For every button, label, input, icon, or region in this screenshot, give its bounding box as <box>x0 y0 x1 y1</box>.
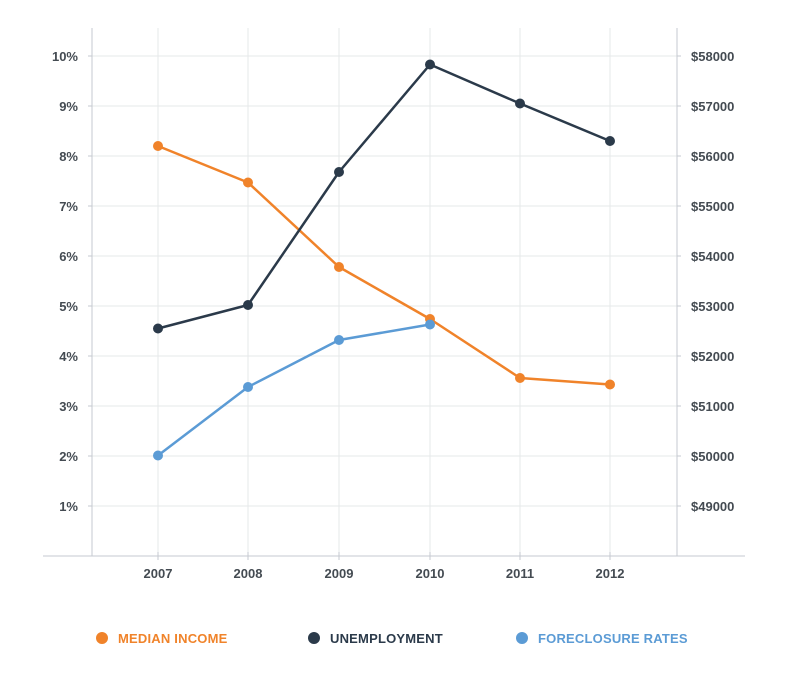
grid-lines <box>92 28 677 556</box>
data-point-median-income <box>605 379 615 390</box>
legend-marker-foreclosure-rates <box>516 632 528 644</box>
data-point-unemployment <box>334 167 344 177</box>
data-point-median-income <box>515 373 525 383</box>
data-point-foreclosure-rates <box>243 382 253 392</box>
left-tick-label: 4% <box>59 349 78 364</box>
series-points <box>153 59 615 461</box>
data-point-unemployment <box>153 323 163 334</box>
series-line-median-income <box>156 144 612 386</box>
right-tick-label: $52000 <box>691 349 734 364</box>
left-tick-label: 8% <box>59 149 78 164</box>
legend-label-foreclosure-rates: FORECLOSURE RATES <box>538 630 688 646</box>
legend-item-median-income[interactable]: MEDIAN INCOME <box>96 627 228 649</box>
legend-marker-unemployment <box>308 632 320 644</box>
series-line-foreclosure-rates <box>156 323 432 457</box>
legend-marker-median-income <box>96 632 108 644</box>
right-tick-label: $53000 <box>691 299 734 314</box>
right-tick-label: $57000 <box>691 99 734 114</box>
x-tick-label: 2011 <box>506 566 534 581</box>
legend-item-unemployment[interactable]: UNEMPLOYMENT <box>308 627 443 649</box>
left-tick-label: 6% <box>59 249 78 264</box>
series-lines <box>156 63 612 457</box>
x-tick-label: 2012 <box>596 566 625 581</box>
data-point-unemployment <box>605 136 615 146</box>
data-point-foreclosure-rates <box>334 335 344 345</box>
legend: MEDIAN INCOME UNEMPLOYMENT FORECLOSURE R… <box>0 627 800 651</box>
right-tick-label: $56000 <box>691 149 734 164</box>
data-point-median-income <box>153 141 163 151</box>
left-tick-label: 10% <box>52 49 78 64</box>
left-tick-label: 7% <box>59 199 78 214</box>
left-tick-label: 2% <box>59 449 78 464</box>
left-tick-label: 5% <box>59 299 78 314</box>
legend-item-foreclosure-rates[interactable]: FORECLOSURE RATES <box>516 627 688 649</box>
data-point-foreclosure-rates <box>425 319 435 330</box>
x-tick-label: 2007 <box>144 566 173 581</box>
right-axis-ticks: $49000 $50000 $51000 $52000 $53000 $54000 $550… <box>691 49 734 514</box>
axes <box>43 28 745 560</box>
left-tick-label: 1% <box>59 499 78 514</box>
right-tick-label: $50000 <box>691 449 734 464</box>
right-tick-label: $55000 <box>691 199 734 214</box>
right-tick-label: $58000 <box>691 49 734 64</box>
left-axis-ticks: 1% 2% 3% 4% 5% 6% 7% 8% 9% 10% <box>52 49 78 514</box>
data-point-foreclosure-rates <box>153 450 163 461</box>
data-point-unemployment <box>243 300 253 310</box>
right-tick-label: $51000 <box>691 399 734 414</box>
legend-label-median-income: MEDIAN INCOME <box>118 630 228 646</box>
x-tick-label: 2010 <box>416 566 445 581</box>
left-tick-label: 9% <box>59 99 78 114</box>
left-tick-label: 3% <box>59 399 78 414</box>
data-point-unemployment <box>425 59 435 70</box>
data-point-median-income <box>334 262 344 272</box>
x-axis-ticks: 2007 2008 2009 2010 2011 2012 <box>144 566 625 581</box>
data-point-unemployment <box>515 98 525 109</box>
x-tick-label: 2008 <box>234 566 263 581</box>
data-point-median-income <box>243 177 253 188</box>
right-tick-label: $49000 <box>691 499 734 514</box>
line-chart: 1% 2% 3% 4% 5% 6% 7% 8% 9% 10% $49000 $50000 $51000… <box>43 28 745 581</box>
x-tick-label: 2009 <box>325 566 354 581</box>
series-line-unemployment <box>156 63 612 330</box>
right-tick-label: $54000 <box>691 249 734 264</box>
legend-label-unemployment: UNEMPLOYMENT <box>330 630 443 646</box>
